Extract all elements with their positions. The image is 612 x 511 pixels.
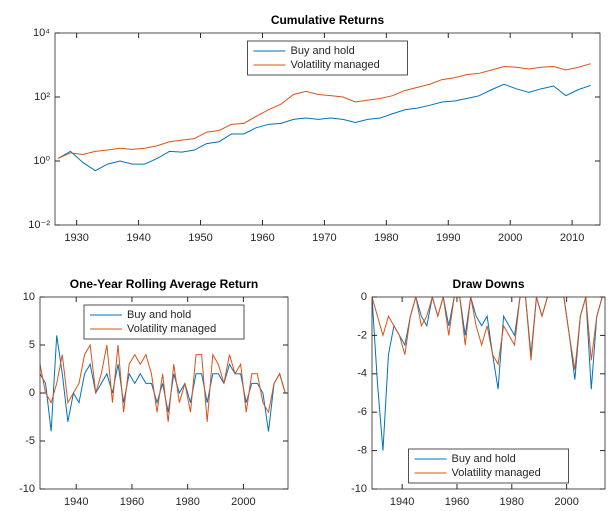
y-tick-label: 10 bbox=[23, 291, 35, 303]
x-tick-label: 1980 bbox=[374, 232, 398, 244]
y-tick-label: -10 bbox=[351, 483, 367, 495]
y-tick-label: 0 bbox=[361, 291, 367, 303]
y-tick-label: -10 bbox=[19, 483, 35, 495]
axes-box bbox=[371, 296, 606, 490]
series-line bbox=[372, 297, 603, 371]
legend-label: Volatility managed bbox=[291, 59, 380, 71]
x-tick-label: 2000 bbox=[554, 496, 578, 508]
series-line bbox=[40, 335, 286, 432]
chart-title: Cumulative Returns bbox=[271, 13, 385, 27]
y-tick-label: 0 bbox=[29, 387, 35, 399]
y-tick-label: -8 bbox=[357, 445, 367, 457]
axes-box bbox=[54, 32, 601, 226]
y-tick-label: -4 bbox=[357, 368, 367, 380]
y-tick-label: 10⁰ bbox=[33, 155, 50, 167]
legend-box bbox=[247, 40, 408, 76]
legend-box bbox=[408, 448, 569, 484]
legend-box bbox=[83, 304, 245, 340]
legend-label: Buy and hold bbox=[127, 309, 191, 321]
x-tick-label: 1980 bbox=[175, 496, 199, 508]
legend-label: Volatility managed bbox=[127, 323, 216, 335]
y-tick-label: 5 bbox=[29, 339, 35, 351]
series-line bbox=[57, 83, 591, 172]
legend-label: Buy and hold bbox=[452, 453, 516, 465]
x-tick-label: 1940 bbox=[126, 232, 150, 244]
chart-title: Draw Downs bbox=[452, 277, 524, 291]
x-tick-label: 1980 bbox=[500, 496, 524, 508]
y-tick-label: -6 bbox=[357, 406, 367, 418]
series-line bbox=[57, 63, 591, 159]
x-tick-label: 1990 bbox=[436, 232, 460, 244]
x-tick-label: 1950 bbox=[188, 232, 212, 244]
chart-title: One-Year Rolling Average Return bbox=[70, 277, 259, 291]
y-tick-label: -5 bbox=[25, 435, 35, 447]
x-tick-label: 1960 bbox=[250, 232, 274, 244]
legend-label: Buy and hold bbox=[291, 45, 355, 57]
legend-label: Volatility managed bbox=[452, 467, 541, 479]
x-tick-label: 2000 bbox=[498, 232, 522, 244]
series-line bbox=[40, 343, 286, 422]
x-tick-label: 1970 bbox=[312, 232, 336, 244]
x-tick-label: 1960 bbox=[120, 496, 144, 508]
x-tick-label: 1940 bbox=[390, 496, 414, 508]
y-tick-label: 10² bbox=[34, 91, 50, 103]
y-tick-label: -2 bbox=[357, 329, 367, 341]
x-tick-label: 1960 bbox=[445, 496, 469, 508]
series-line bbox=[372, 297, 603, 451]
x-tick-label: 1930 bbox=[64, 232, 88, 244]
y-tick-label: 10⁻² bbox=[28, 219, 50, 231]
y-tick-label: 10⁴ bbox=[33, 27, 50, 39]
x-tick-label: 2000 bbox=[231, 496, 255, 508]
x-tick-label: 1940 bbox=[64, 496, 88, 508]
x-tick-label: 2010 bbox=[560, 232, 584, 244]
